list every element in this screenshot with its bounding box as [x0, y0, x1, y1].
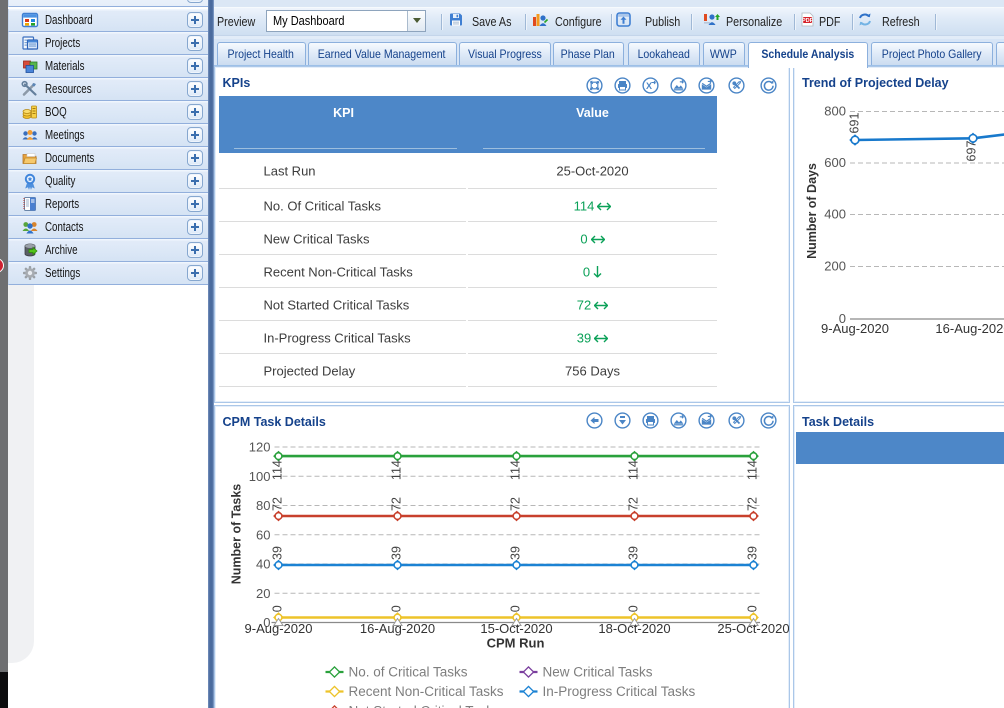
- svg-text:39: 39: [745, 546, 759, 560]
- svg-text:Recent Non-Critical Tasks: Recent Non-Critical Tasks: [348, 684, 503, 699]
- svg-text:CPM Run: CPM Run: [486, 635, 544, 650]
- svg-text:72: 72: [745, 497, 759, 511]
- svg-text:0: 0: [839, 311, 846, 326]
- svg-text:800: 800: [824, 104, 846, 119]
- svg-text:16-Aug-2020: 16-Aug-2020: [935, 321, 1004, 336]
- svg-text:200: 200: [824, 259, 846, 274]
- svg-text:Not Started Critical Tasks: Not Started Critical Tasks: [348, 703, 500, 708]
- svg-text:9-Aug-2020: 9-Aug-2020: [821, 321, 889, 336]
- svg-text:25-Oct-2020: 25-Oct-2020: [717, 621, 789, 636]
- svg-text:39: 39: [508, 546, 522, 560]
- svg-text:PDF: PDF: [802, 17, 814, 23]
- svg-text:0: 0: [508, 605, 522, 612]
- svg-text:39: 39: [270, 546, 284, 560]
- svg-text:New Critical Tasks: New Critical Tasks: [542, 664, 652, 679]
- svg-text:15-Oct-2020: 15-Oct-2020: [480, 621, 552, 636]
- svg-text:40: 40: [256, 556, 270, 571]
- svg-text:114: 114: [626, 460, 640, 480]
- svg-text:Number of Tasks: Number of Tasks: [229, 483, 243, 584]
- svg-text:114: 114: [745, 460, 759, 480]
- svg-text:0: 0: [263, 615, 270, 630]
- svg-text:100: 100: [248, 468, 270, 483]
- svg-text:72: 72: [270, 497, 284, 511]
- svg-text:0: 0: [745, 605, 759, 612]
- svg-text:72: 72: [508, 497, 522, 511]
- svg-text:9-Aug-2020: 9-Aug-2020: [244, 621, 312, 636]
- svg-text:400: 400: [824, 207, 846, 222]
- svg-text:114: 114: [508, 460, 522, 480]
- svg-text:0: 0: [626, 605, 640, 612]
- svg-text:0: 0: [270, 605, 284, 612]
- svg-text:39: 39: [389, 546, 403, 560]
- svg-text:697: 697: [965, 141, 979, 162]
- svg-text:16-Aug-2020: 16-Aug-2020: [359, 621, 434, 636]
- svg-text:600: 600: [824, 155, 846, 170]
- svg-text:Number of Days: Number of Days: [805, 163, 819, 259]
- svg-text:No. of Critical Tasks: No. of Critical Tasks: [348, 664, 467, 679]
- svg-text:18-Oct-2020: 18-Oct-2020: [598, 621, 670, 636]
- svg-text:60: 60: [256, 527, 270, 542]
- svg-text:72: 72: [626, 497, 640, 511]
- svg-text:In-Progress Critical Tasks: In-Progress Critical Tasks: [542, 684, 695, 699]
- svg-text:72: 72: [389, 497, 403, 511]
- svg-text:114: 114: [389, 460, 403, 480]
- svg-text:120: 120: [248, 439, 270, 454]
- svg-text:X: X: [645, 81, 651, 91]
- svg-text:114: 114: [270, 460, 284, 480]
- svg-text:80: 80: [256, 498, 270, 513]
- svg-text:20: 20: [256, 585, 270, 600]
- svg-text:0: 0: [389, 605, 403, 612]
- svg-text:691: 691: [848, 113, 862, 134]
- svg-text:39: 39: [626, 546, 640, 560]
